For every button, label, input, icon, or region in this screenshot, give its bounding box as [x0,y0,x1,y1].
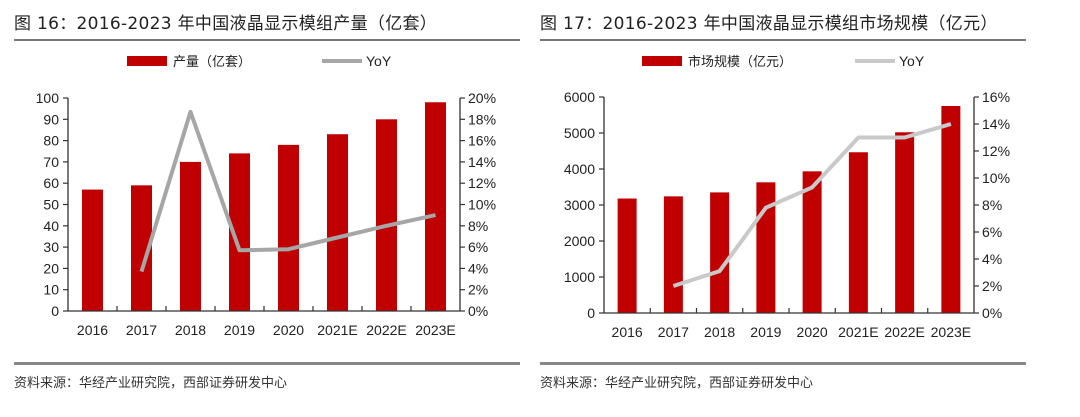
x-tick-label: 2016 [77,322,108,338]
legend-swatch-bar [642,56,682,66]
y-tick-label-left: 2000 [564,233,595,249]
x-tick-label: 2022E [884,324,924,340]
y-tick-label-right: 12% [982,143,1010,159]
y-tick-label-right: 18% [468,111,496,127]
x-tick-label: 2019 [750,324,781,340]
bar-2018 [710,192,730,313]
y-tick-label-left: 0 [51,303,59,319]
x-tick-label: 2017 [658,324,689,340]
y-tick-label-right: 0% [468,303,488,319]
bar-2020 [802,171,822,313]
legend-swatch-bar [127,56,167,66]
x-tick-label: 2020 [273,322,304,338]
source-divider [14,362,520,365]
x-tick-label: 2022E [366,322,406,338]
bar-2016 [617,198,637,313]
y-tick-label-left: 70 [43,154,59,170]
legend-label-bar: 市场规模（亿元） [688,54,792,69]
chart-title: 图 16：2016-2023 年中国液晶显示模组产量（亿套） [14,14,438,34]
chart-title: 图 17：2016-2023 年中国液晶显示模组市场规模（亿元） [540,14,998,34]
y-tick-label-right: 10% [982,170,1010,186]
legend-label-bar: 产量（亿套） [173,54,251,69]
x-tick-label: 2023E [415,322,455,338]
x-tick-label: 2021E [317,322,357,338]
bar-2016 [82,189,103,311]
source-divider [540,362,1026,365]
bar-2022E [895,132,915,313]
y-tick-label-right: 4% [468,260,488,276]
chart-production: 产量（亿套） YoY 0 10 20 30 40 50 60 70 80 90 100 0% 2% 4% 6% 8… [36,53,496,338]
bar-2023E [941,106,961,313]
source-note: 资料来源：华经产业研究院，西部证券研发中心 [14,376,288,391]
y-tick-label-right: 10% [468,197,496,213]
y-tick-label-left: 1000 [564,269,595,285]
x-tick-label: 2017 [126,322,157,338]
y-tick-label-left: 5000 [564,125,595,141]
y-tick-label-right: 14% [468,154,496,170]
bar-2019 [756,182,776,313]
y-tick-label-right: 16% [468,133,496,149]
x-tick-label: 2021E [838,324,878,340]
x-tick-label: 2016 [612,324,643,340]
bar-2017 [131,185,152,311]
legend-label-line: YoY [366,53,392,69]
y-tick-label-right: 20% [468,90,496,106]
bar-2019 [229,153,250,311]
title-divider [14,39,520,41]
y-tick-label-right: 12% [468,175,496,191]
y-tick-label-right: 2% [982,278,1002,294]
bar-2023E [425,102,446,311]
y-tick-label-right: 8% [982,197,1002,213]
y-tick-label-left: 30 [43,239,59,255]
x-tick-label: 2018 [704,324,735,340]
y-tick-label-right: 8% [468,218,488,234]
y-tick-label-left: 80 [43,133,59,149]
y-tick-label-left: 20 [43,260,59,276]
bar-2022E [376,119,397,311]
title-divider [540,39,1026,41]
y-tick-label-left: 10 [43,282,59,298]
y-tick-label-left: 6000 [564,89,595,105]
y-tick-label-left: 4000 [564,161,595,177]
y-tick-label-left: 40 [43,218,59,234]
bar-2017 [663,196,683,313]
bar-2021E [327,134,348,311]
y-tick-label-right: 6% [982,224,1002,240]
y-tick-label-left: 100 [36,90,60,106]
x-tick-label: 2019 [224,322,255,338]
legend-label-line: YoY [899,53,925,69]
y-tick-label-right: 16% [982,89,1010,105]
y-tick-label-right: 2% [468,282,488,298]
x-tick-label: 2020 [797,324,828,340]
chart-market-size: 市场规模（亿元） YoY 0 1000 2000 3000 4000 5000 6000 0% 2%… [564,53,1010,340]
bar-2018 [180,161,201,311]
y-tick-label-left: 60 [43,175,59,191]
y-tick-label-right: 6% [468,239,488,255]
y-tick-label-left: 3000 [564,197,595,213]
y-tick-label-left: 90 [43,111,59,127]
y-tick-label-right: 0% [982,305,1002,321]
y-tick-label-left: 50 [43,197,59,213]
chart-panel-market-size: 图 17：2016-2023 年中国液晶显示模组市场规模（亿元） 市场规模（亿元… [540,0,1034,417]
bar-2020 [278,144,299,311]
y-tick-label-right: 4% [982,251,1002,267]
x-tick-label: 2023E [931,324,971,340]
x-tick-label: 2018 [175,322,206,338]
source-note: 资料来源：华经产业研究院，西部证券研发中心 [540,376,814,391]
y-tick-label-right: 14% [982,116,1010,132]
chart-panel-production: 图 16：2016-2023 年中国液晶显示模组产量（亿套） 产量（亿套） YoY… [14,0,520,417]
y-tick-label-left: 0 [587,305,595,321]
bar-2021E [848,152,868,313]
